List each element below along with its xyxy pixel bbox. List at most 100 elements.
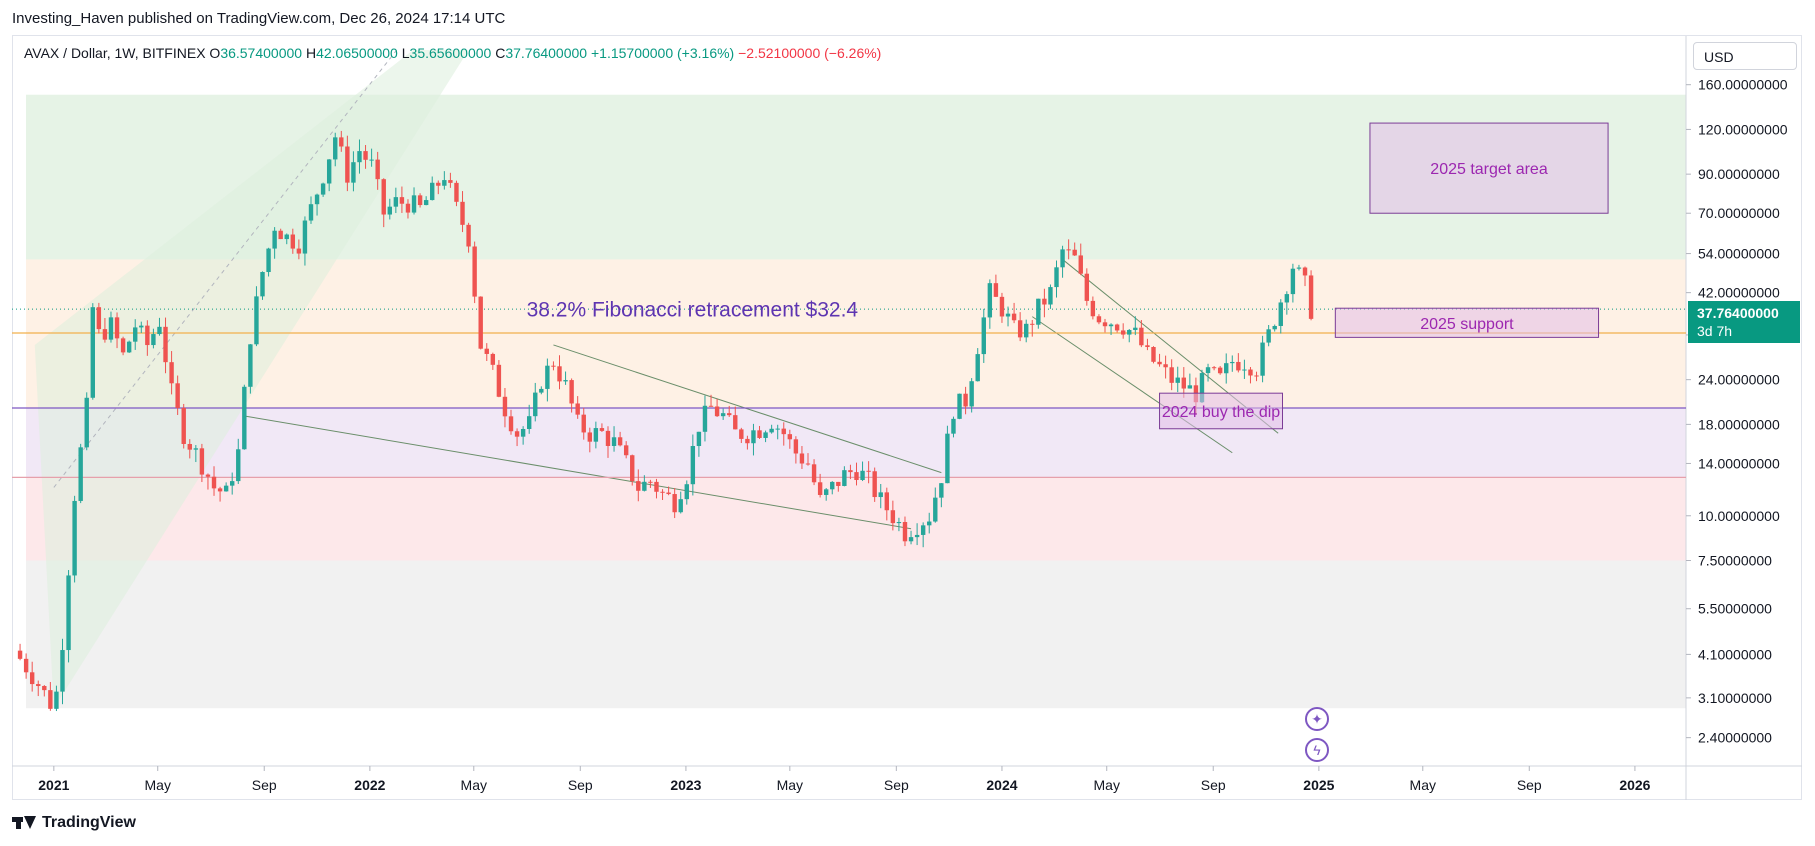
candle-body-31 [205, 474, 211, 477]
candle-body-74 [466, 224, 471, 247]
candle-body-48 [308, 204, 314, 221]
candle-body-89 [557, 366, 562, 382]
candle-body-197 [1211, 367, 1217, 369]
candle-body-96 [599, 428, 605, 431]
x-tick-label-9: 2024 [986, 777, 1017, 793]
tradingview-logo-icon [12, 815, 36, 831]
candle-body-176 [1084, 273, 1090, 301]
candle-body-188 [1157, 361, 1162, 365]
candle-body-73 [460, 201, 465, 225]
candle-body-0 [17, 650, 23, 659]
candle-body-12 [90, 307, 95, 398]
x-tick-label-11: Sep [1201, 777, 1226, 793]
publisher-line: Investing_Haven published on TradingView… [12, 10, 506, 27]
candle-body-199 [1224, 363, 1229, 374]
candle-body-42 [272, 230, 277, 249]
annotation-label-1: 2025 target area [1430, 161, 1548, 178]
candle-body-185 [1139, 327, 1144, 346]
candle-body-94 [587, 432, 593, 442]
candle-body-58 [369, 159, 374, 161]
candle-body-44 [284, 234, 289, 240]
candle-body-69 [436, 182, 441, 186]
candle-countdown: 3d 7h [1697, 323, 1733, 339]
candle-body-55 [351, 162, 356, 183]
candle-body-105 [654, 481, 659, 492]
candle-body-25 [169, 362, 174, 384]
candle-body-143 [884, 492, 889, 511]
tradingview-brand[interactable]: TradingView [12, 814, 136, 832]
x-tick-label-13: May [1410, 777, 1436, 793]
candle-body-108 [672, 494, 677, 513]
candle-body-80 [502, 396, 508, 417]
candle-body-178 [1096, 316, 1102, 323]
close-label: C [495, 45, 506, 61]
grid [12, 36, 1802, 800]
candle-body-98 [611, 437, 617, 446]
y-tick-label-14: 3.10000000 [1698, 690, 1772, 706]
candle-body-22 [151, 334, 156, 346]
candle-body-115 [714, 406, 720, 417]
candle-body-84 [526, 416, 532, 429]
candle-body-53 [339, 137, 344, 147]
candle-body-70 [442, 180, 447, 186]
candle-body-203 [1248, 369, 1253, 376]
candle-body-116 [720, 413, 726, 417]
candle-body-118 [733, 415, 738, 430]
candle-body-4 [42, 686, 47, 691]
candle-body-138 [854, 472, 859, 481]
x-tick-label-8: Sep [884, 777, 909, 793]
candle-body-101 [630, 455, 635, 482]
candle-body-121 [751, 430, 756, 444]
x-tick-label-0: 2021 [38, 777, 69, 793]
candle-body-3 [36, 684, 41, 687]
x-tick-label-10: May [1094, 777, 1120, 793]
y-tick-label-7: 24.00000000 [1698, 372, 1780, 388]
last-price-value: 37.76400000 [1697, 305, 1779, 321]
annotation-box-2 [1334, 307, 1600, 338]
candle-body-19 [133, 327, 138, 342]
candle-body-6 [54, 691, 59, 709]
annotation-box-1 [1369, 122, 1609, 214]
annotation-label-0: 38.2% Fibonacci retracement $32.4 [527, 299, 859, 322]
candle-body-168 [1036, 298, 1041, 325]
y-tick-label-11: 7.50000000 [1698, 552, 1772, 568]
candle-body-177 [1090, 300, 1096, 317]
candle-body-146 [902, 522, 908, 542]
open-value: 36.57400000 [220, 45, 303, 61]
candle-body-93 [581, 414, 586, 433]
candle-body-141 [872, 471, 877, 498]
candle-body-212 [1302, 267, 1308, 276]
brand-name: TradingView [42, 814, 136, 831]
y-tick-label-0: 160.00000000 [1698, 77, 1788, 93]
candle-body-75 [472, 246, 477, 297]
wedge-lower-line [244, 415, 912, 530]
candle-body-106 [660, 491, 665, 493]
candle-body-110 [684, 484, 689, 500]
change-value: +1.15700000 (+3.16%) [590, 45, 735, 61]
candle-body-111 [690, 446, 696, 485]
fib-band-4 [26, 560, 1686, 709]
candle-body-192 [1181, 377, 1186, 389]
currency-select[interactable]: USD [1693, 42, 1797, 70]
candle-body-125 [775, 428, 780, 430]
candle-body-49 [314, 194, 320, 205]
candle-body-1 [23, 658, 29, 673]
candle-body-112 [696, 431, 702, 447]
candle-body-95 [593, 428, 599, 442]
lightning-icon[interactable]: ϟ [1305, 738, 1329, 762]
candle-body-147 [908, 537, 914, 542]
candle-body-206 [1266, 329, 1271, 343]
y-tick-label-15: 2.40000000 [1698, 730, 1772, 746]
candle-body-21 [145, 325, 150, 346]
y-tick-label-1: 120.00000000 [1698, 121, 1788, 137]
candle-body-191 [1175, 377, 1180, 383]
symbol-label[interactable]: AVAX / Dollar, 1W, BITFINEX [24, 45, 206, 61]
candle-body-136 [842, 470, 847, 486]
annotation-text: 38.2% Fibonacci retracement $32.4 2025 ta… [527, 161, 1548, 421]
sparkle-icon[interactable]: ✦ [1305, 707, 1329, 731]
candle-body-85 [533, 392, 538, 417]
x-tick-label-5: Sep [568, 777, 593, 793]
candle-body-20 [139, 325, 144, 328]
candle-body-182 [1120, 330, 1126, 335]
